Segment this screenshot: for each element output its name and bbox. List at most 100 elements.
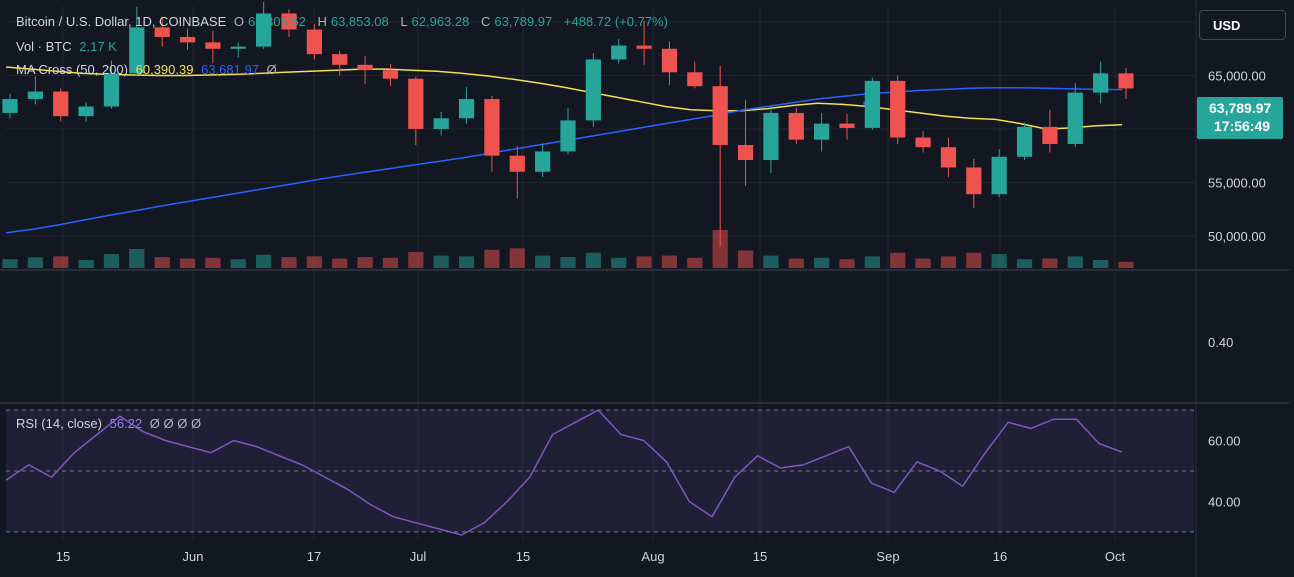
volume-bar [1118,261,1134,268]
change-value: +488.72 (+0.77%) [563,14,668,29]
volume-value: 2.17 K [79,39,117,54]
candle-body [585,59,601,121]
ma50-value: 60,390.39 [135,62,194,77]
x-axis-tick-label: Oct [1105,549,1126,564]
candle-body [306,29,322,55]
candle-body [154,27,170,38]
close-label: C [481,14,491,29]
candle-body [636,45,652,49]
volume-bar [1042,258,1058,268]
volume-bar [915,258,931,268]
candle-body [256,13,272,47]
candle-body [890,80,906,138]
candle-body [53,91,69,117]
candle-body [864,80,880,128]
volume-bar [991,254,1007,268]
volume-bar [788,258,804,268]
ohlc-high: H 63,853.08 [317,14,392,29]
volume-bar [839,259,855,268]
open-value: 63,305.52 [247,14,306,29]
x-axis-tick-label: 16 [993,549,1007,564]
volume-bar [357,257,373,268]
volume-bar [154,257,170,268]
currency-button[interactable]: USD [1199,10,1286,40]
candle-body [940,147,957,168]
ohlc-low: L 62,963.28 [400,14,473,29]
volume-bar [737,250,754,268]
candle-body [332,54,348,65]
y-axis-tick-label: 50,000.00 [1208,229,1266,244]
rsi-label: RSI (14, close) [16,416,102,431]
volume-layer [2,230,1134,268]
volume-bar [585,252,601,268]
open-label: O [233,14,244,29]
volume-label: Vol · BTC [16,39,72,54]
volume-legend[interactable]: Vol · BTC 2.17 K [16,39,121,54]
candle-body [458,99,475,119]
candle-body [991,156,1007,195]
x-axis-tick-label: 15 [56,549,70,564]
x-axis-tick-label: 15 [753,549,767,564]
volume-bar [661,255,678,268]
rsi-legend[interactable]: RSI (14, close) 56.22 Ø Ø Ø Ø [16,416,205,431]
volume-bar [433,255,449,268]
candle-body [687,72,703,87]
ma200-value: 63,681.97 [201,62,259,77]
candle-body [839,123,855,128]
volume-bar [560,257,576,268]
volume-bar [535,255,551,268]
ma50-line [5,66,1123,130]
bar-countdown: 17:56:49 [1214,118,1271,134]
candle-body [382,70,399,79]
candle-body [1118,73,1134,89]
candle-body [103,73,120,107]
candle-body [357,64,373,71]
high-label: H [317,14,327,29]
volume-bar [864,256,880,268]
volume-bar [230,259,246,268]
candle-body [1016,126,1033,157]
volume-bar [940,256,957,268]
volume-bar [382,257,399,268]
volume-bar [2,259,18,268]
candle-body [179,37,196,43]
volume-bar [205,257,221,268]
volume-bar [103,254,120,268]
volume-bar [281,257,297,268]
volume-bar [306,256,322,268]
x-axis-tick-label: Sep [876,549,899,564]
volume-bar [1016,259,1033,268]
x-axis-tick-label: Jul [410,549,427,564]
candle-body [1067,92,1083,144]
volume-bar [179,258,196,268]
last-price-tag: 63,789.97 17:56:49 [1197,97,1283,139]
candle-body [408,78,424,129]
volume-bar [1093,259,1109,268]
candle-body [1093,73,1109,93]
high-value: 63,853.08 [330,14,389,29]
symbol-title[interactable]: Bitcoin / U.S. Dollar, 1D, COINBASE [16,14,227,29]
ma-cross-label: MA Cross (50, 200) [16,62,128,77]
symbol-legend: Bitcoin / U.S. Dollar, 1D, COINBASE O 63,… [16,14,672,29]
volume-bar [332,258,348,268]
volume-bar [78,259,94,268]
ma-extra-value: Ø [266,62,277,77]
candle-body [433,118,449,129]
candle-body [661,48,678,73]
ma-cross-legend[interactable]: MA Cross (50, 200) 60,390.39 63,681.97 Ø [16,62,281,77]
close-value: 63,789.97 [494,14,553,29]
candle-body [535,151,551,172]
candle-body [814,123,830,140]
candle-body [78,106,94,117]
rsi-layer [5,409,1194,536]
y-axis-tick-label: 65,000.00 [1208,69,1266,84]
volume-bar [966,252,982,268]
volume-bar [1067,256,1083,268]
candle-body [2,99,18,113]
candle-body [712,86,728,146]
candle-body [966,167,982,195]
candle-body [230,46,246,49]
y-axis-tick-label: 55,000.00 [1208,175,1266,190]
